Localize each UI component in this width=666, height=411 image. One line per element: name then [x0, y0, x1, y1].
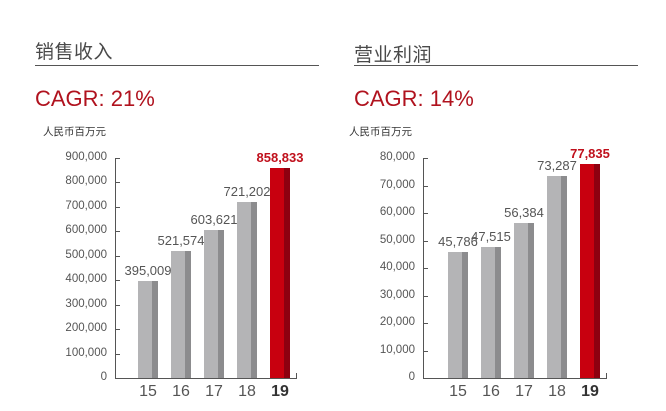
- y-tick: [115, 304, 120, 306]
- y-tick: [423, 295, 428, 297]
- y-tick: [423, 268, 428, 269]
- bar-17: [514, 222, 534, 378]
- value-label: 56,384: [504, 204, 544, 220]
- bar-18: [547, 176, 567, 378]
- y-tick-label: 700,000: [65, 199, 107, 212]
- value-label: 721,202: [223, 183, 271, 199]
- x-tick-label: 18: [238, 383, 256, 400]
- y-tick: [423, 185, 428, 187]
- y-tick-label: 300,000: [65, 297, 107, 310]
- revenue-cagr: CAGR: 21%: [35, 86, 155, 111]
- y-tick: [115, 255, 120, 257]
- bar-16: [481, 247, 501, 378]
- x-tick-label: 16: [482, 383, 500, 400]
- revenue-title-divider: [35, 65, 319, 66]
- y-tick-label: 900,000: [65, 151, 107, 163]
- x-axis-end-tick: [606, 373, 607, 379]
- revenue-title: 销售收入: [35, 41, 114, 63]
- x-tick-label: 16: [172, 383, 190, 400]
- bar-19: [270, 168, 290, 378]
- y-tick-label: 30,000: [379, 288, 415, 301]
- revenue-bar-chart: 0 100,000 200,000 300,000 400,000 500,000 600,…: [0, 0, 330, 411]
- x-axis: [115, 378, 296, 379]
- x-tick-label: 15: [449, 383, 467, 400]
- value-label: 77,835: [570, 145, 610, 161]
- y-axis: [115, 158, 116, 378]
- value-label: 521,574: [157, 232, 205, 248]
- value-label: 858,833: [256, 150, 304, 166]
- y-tick: [423, 158, 428, 159]
- x-tick-label: 19: [581, 383, 599, 400]
- y-tick-label: 0: [100, 371, 107, 383]
- y-tick: [115, 182, 120, 184]
- x-axis-end-tick: [296, 373, 297, 379]
- y-tick: [115, 353, 120, 355]
- y-tick: [115, 329, 120, 331]
- y-tick: [423, 323, 428, 324]
- value-label: 47,515: [471, 229, 511, 245]
- y-tick-label: 500,000: [65, 248, 107, 261]
- y-tick: [115, 158, 120, 159]
- x-tick-label: 19: [271, 383, 289, 400]
- y-tick: [423, 350, 428, 352]
- y-tick-label: 40,000: [379, 261, 415, 273]
- y-tick: [115, 280, 120, 282]
- operating-profit-title: 营业利润: [354, 44, 433, 66]
- y-tick: [423, 240, 428, 242]
- y-tick: [423, 213, 428, 214]
- x-tick-label: 18: [548, 383, 566, 400]
- value-label: 45,786: [438, 234, 478, 250]
- x-axis: [423, 378, 606, 379]
- x-tick-label: 17: [205, 383, 223, 400]
- y-tick-label: 800,000: [65, 175, 107, 188]
- y-tick-label: 100,000: [65, 346, 107, 359]
- operating-profit-title-divider: [354, 65, 638, 66]
- x-tick-label: 15: [139, 383, 157, 400]
- bar-16: [171, 250, 191, 378]
- y-tick-label: 0: [408, 371, 415, 383]
- y-tick-label: 10,000: [379, 343, 415, 356]
- bar-17: [204, 230, 224, 378]
- y-tick: [115, 206, 120, 208]
- y-tick-label: 70,000: [379, 178, 415, 191]
- y-tick-label: 600,000: [65, 224, 107, 237]
- bar-18: [237, 201, 257, 378]
- y-tick: [115, 231, 120, 233]
- bar-15: [138, 281, 158, 378]
- y-tick-label: 50,000: [379, 233, 415, 246]
- y-tick-label: 200,000: [65, 322, 107, 335]
- value-label: 395,009: [124, 263, 172, 279]
- y-tick-label: 80,000: [379, 151, 415, 163]
- y-tick-label: 20,000: [379, 316, 415, 328]
- bar-15: [448, 252, 468, 378]
- value-label: 73,287: [537, 158, 577, 174]
- y-tick-label: 400,000: [65, 273, 107, 286]
- operating-profit-unit-label: 人民币百万元: [349, 126, 412, 138]
- operating-profit-cagr: CAGR: 14%: [354, 86, 474, 111]
- value-label: 603,621: [190, 212, 238, 228]
- revenue-unit-label: 人民币百万元: [43, 126, 106, 138]
- bar-19: [580, 163, 600, 378]
- x-tick-label: 17: [515, 383, 533, 400]
- y-tick-label: 60,000: [379, 206, 415, 218]
